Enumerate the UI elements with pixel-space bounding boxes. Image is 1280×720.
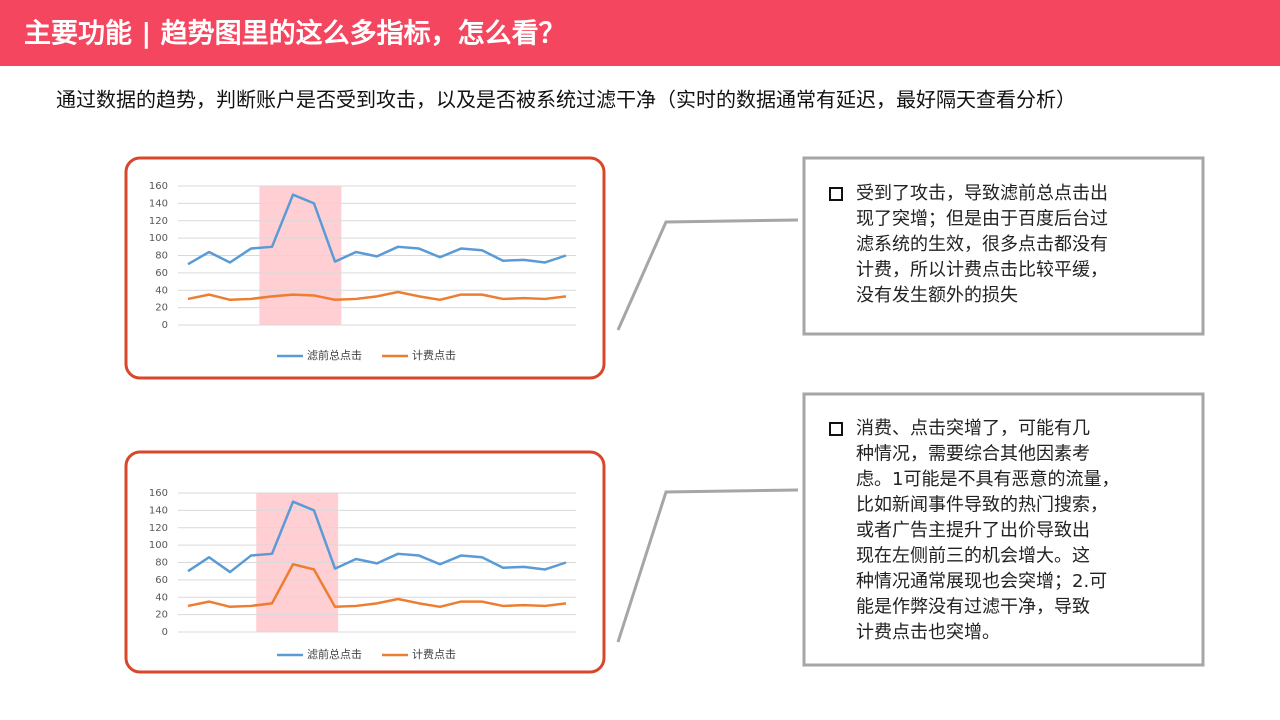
y-tick-label: 100 xyxy=(149,233,168,244)
y-tick-label: 100 xyxy=(149,540,168,551)
y-tick-label: 80 xyxy=(155,251,168,262)
note-line: 没有发生额外的损失 xyxy=(856,285,1018,306)
bullet xyxy=(829,422,843,436)
note-line: 或者广告主提升了出价导致出 xyxy=(856,520,1090,541)
legend-label: 计费点击 xyxy=(412,648,456,661)
y-tick-label: 40 xyxy=(155,285,168,296)
note-line: 计费点击也突增。 xyxy=(856,622,1000,643)
connector xyxy=(616,218,799,331)
series-line xyxy=(187,562,567,609)
note-line: 现了突增；但是由于百度后台过 xyxy=(856,209,1108,230)
legend-label: 滤前总点击 xyxy=(307,647,362,661)
note-line: 现在左侧前三的机会增大。这 xyxy=(856,546,1090,567)
y-tick-label: 20 xyxy=(155,610,168,621)
y-tick-label: 20 xyxy=(155,303,168,314)
note-box xyxy=(802,156,1205,336)
y-tick-label: 160 xyxy=(149,488,168,499)
note-line: 种情况通常展现也会突增；2.可 xyxy=(856,571,1107,592)
legend-label: 滤前总点击 xyxy=(307,348,362,362)
note-line: 消费、点击突增了，可能有几 xyxy=(856,418,1090,439)
y-tick-label: 60 xyxy=(155,575,168,586)
slide-title: 主要功能 | 趋势图里的这么多指标，怎么看？ xyxy=(24,18,566,50)
note-line: 计费，所以计费点击比较平缓， xyxy=(856,260,1108,281)
bullet xyxy=(829,187,843,201)
y-tick-label: 140 xyxy=(149,505,168,516)
y-tick-label: 0 xyxy=(162,627,168,638)
header-bar xyxy=(0,0,1280,66)
y-tick-label: 140 xyxy=(149,198,168,209)
y-tick-label: 0 xyxy=(162,320,168,331)
y-tick-label: 40 xyxy=(155,592,168,603)
chart-frame xyxy=(124,156,606,380)
subtitle: 通过数据的趋势，判断账户是否受到攻击，以及是否被系统过滤干净（实时的数据通常有延… xyxy=(56,88,1076,112)
note-line: 种情况，需要综合其他因素考 xyxy=(856,444,1090,465)
connector xyxy=(616,488,799,643)
y-tick-label: 120 xyxy=(149,523,168,534)
y-tick-label: 80 xyxy=(155,558,168,569)
note-line: 受到了攻击，导致滤前总点击出 xyxy=(856,183,1108,204)
y-tick-label: 60 xyxy=(155,268,168,279)
series-line xyxy=(187,500,567,574)
y-tick-label: 120 xyxy=(149,216,168,227)
note-line: 虑。1可能是不具有恶意的流量， xyxy=(856,469,1119,490)
note-line: 比如新闻事件导致的热门搜索， xyxy=(856,495,1108,516)
series-line xyxy=(187,290,567,302)
note-box xyxy=(802,392,1205,667)
legend-label: 计费点击 xyxy=(412,349,456,362)
series-line xyxy=(187,193,567,266)
note-line: 滤系统的生效，很多点击都没有 xyxy=(856,234,1108,255)
y-tick-label: 160 xyxy=(149,181,168,192)
note-line: 能是作弊没有过滤干净，导致 xyxy=(856,597,1090,618)
